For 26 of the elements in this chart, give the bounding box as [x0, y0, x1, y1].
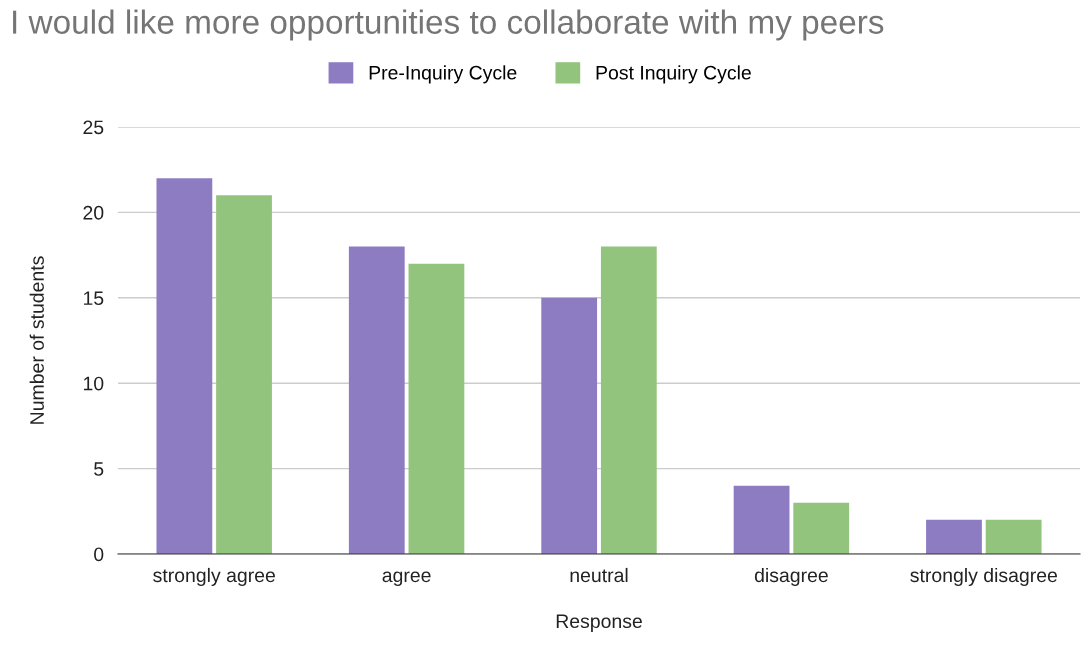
legend-label: Post Inquiry Cycle	[596, 65, 751, 84]
y-axis-title: Number of students	[29, 256, 44, 424]
y-tick-label: 5	[94, 462, 104, 476]
x-tick-label: disagree	[754, 567, 828, 587]
y-tick-label: 15	[83, 291, 104, 306]
bar	[216, 195, 272, 554]
x-tick-label: agree	[382, 571, 431, 587]
y-tick-label: 20	[83, 205, 104, 220]
bar	[541, 297, 598, 554]
bar	[733, 485, 790, 554]
x-tick-label: strongly agree	[153, 567, 275, 587]
legend-label: Pre-Inquiry Cycle	[369, 65, 517, 84]
bar	[348, 246, 405, 554]
bar	[926, 519, 982, 554]
chart-title: I would like more opportunities to collaborate with my peers	[13, 9, 884, 41]
bar	[600, 246, 657, 554]
bar	[156, 178, 213, 554]
bar	[985, 519, 1042, 554]
bar	[408, 263, 465, 554]
y-tick-label: 25	[83, 120, 104, 135]
x-axis-title: Response	[556, 614, 642, 632]
y-tick-label: 10	[83, 376, 104, 391]
y-tick-label: 0	[94, 547, 104, 562]
x-tick-label: neutral	[570, 567, 628, 583]
bar	[793, 502, 850, 554]
x-tick-label: strongly disagree	[910, 567, 1057, 587]
